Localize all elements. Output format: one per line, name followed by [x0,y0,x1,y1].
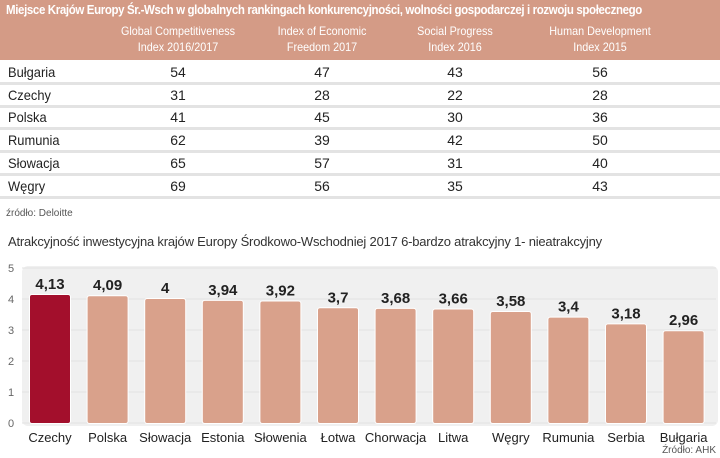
table-cell: 40 [592,154,608,171]
table-cell: 28 [592,86,608,103]
x-tick-label: Słowacja [139,430,192,445]
bar [87,296,128,423]
bar [145,299,186,423]
table-cell: 30 [447,109,463,126]
country-name: Rumunia [8,132,60,149]
table-cell: 31 [170,86,186,103]
table-row: Węgry 69 56 35 43 [0,176,720,199]
bar [663,331,704,423]
table-cell: 41 [170,109,186,126]
column-header-gci: Global Competitiveness Index 2016/2017 [111,23,246,55]
table-cell: 42 [447,132,463,149]
column-header-line: Global Competitiveness [120,24,236,38]
country-name: Czechy [8,86,51,103]
country-name: Polska [8,109,47,126]
chart-panel [22,266,718,426]
x-tick-label: Czechy [28,430,72,445]
column-header-spi: Social Progress Index 2016 [388,23,523,55]
table-row: Rumunia 62 39 42 50 [0,130,720,154]
bar-value-label: 4,13 [35,276,64,293]
bar-value-label: 3,94 [208,282,238,299]
country-name: Węgry [8,177,46,194]
y-tick-label: 0 [8,418,14,430]
x-tick-label: Bułgaria [660,430,708,445]
y-tick-label: 3 [8,325,14,337]
table-row: Bułgaria 54 47 43 56 [0,62,720,85]
bar [202,300,243,423]
x-tick-label: Słowenia [254,430,308,445]
x-tick-label: Łotwa [321,430,356,445]
chart-source: Źródło: AHK [662,445,716,456]
bar-value-label: 3,92 [266,282,295,299]
table-cell: 56 [592,64,608,80]
bar [490,312,531,423]
column-header-line: Index of Economic [277,24,367,38]
table-cell: 47 [314,64,330,80]
column-header-line: Human Development [549,24,651,38]
bar [318,308,358,423]
bar-value-label: 4,09 [93,277,122,294]
bar [606,324,646,423]
column-header-line: Freedom 2017 [286,40,358,54]
table-row: Czechy 31 28 22 28 [0,85,720,108]
country-name: Słowacja [8,154,60,171]
table-header: Miejsce Krajów Europy Śr.-Wsch w globaln… [0,0,720,60]
bar-value-label: 3,58 [496,293,525,310]
table-cell: 54 [170,64,186,80]
table-cell: 62 [170,132,186,149]
y-tick-label: 1 [8,387,14,399]
bar-value-label: 3,4 [558,299,580,316]
bar-value-label: 3,66 [439,291,468,308]
column-header-line: Index 2016/2017 [137,40,219,54]
y-tick-label: 5 [8,263,14,275]
table-cell: 22 [447,86,463,103]
table-cell: 69 [170,177,186,194]
table-cell: 43 [447,64,463,80]
bar [375,308,416,423]
table-cell: 43 [592,177,608,194]
column-header-hdi: Human Development Index 2015 [533,23,668,55]
bar-value-label: 3,7 [328,289,349,306]
x-tick-label: Węgry [492,430,530,445]
x-tick-label: Serbia [607,430,645,445]
bar [30,294,70,423]
bar-value-label: 4 [161,280,170,297]
table-row: Polska 41 45 30 36 [0,107,720,131]
y-tick-label: 2 [8,356,14,368]
table-cell: 45 [314,109,330,126]
table-source: źródło: Deloitte [6,208,73,219]
bar [433,309,474,423]
column-header-line: Index 2016 [428,40,482,54]
table-cell: 39 [314,132,330,149]
bar-value-label: 2,96 [669,312,698,329]
table-cell: 50 [592,132,608,149]
column-header-ief: Index of Economic Freedom 2017 [255,23,390,55]
column-header-line: Index 2015 [573,40,627,54]
table-cell: 31 [447,154,463,171]
table-title: Miejsce Krajów Europy Śr.-Wsch w globaln… [6,3,642,17]
country-name: Bułgaria [8,64,56,80]
x-tick-label: Litwa [438,430,469,445]
table-cell: 36 [592,109,608,126]
table-cell: 28 [314,86,330,103]
table-cell: 65 [170,154,186,171]
table-cell: 35 [447,177,463,194]
table-cell: 56 [314,177,330,194]
table-cell: 57 [314,154,330,171]
bar [548,317,589,423]
chart-title: Atrakcyjność inwestycyjna krajów Europy … [8,234,602,249]
bar-value-label: 3,68 [381,290,410,307]
x-tick-label: Polska [88,430,128,445]
bar [260,301,301,423]
y-tick-label: 4 [8,294,14,306]
x-tick-label: Estonia [201,430,245,445]
x-tick-label: Rumunia [542,430,595,445]
bar-value-label: 3,18 [611,305,640,322]
x-tick-label: Chorwacja [365,430,427,445]
table-row: Słowacja 65 57 31 40 [0,153,720,176]
column-header-line: Social Progress [417,24,493,38]
